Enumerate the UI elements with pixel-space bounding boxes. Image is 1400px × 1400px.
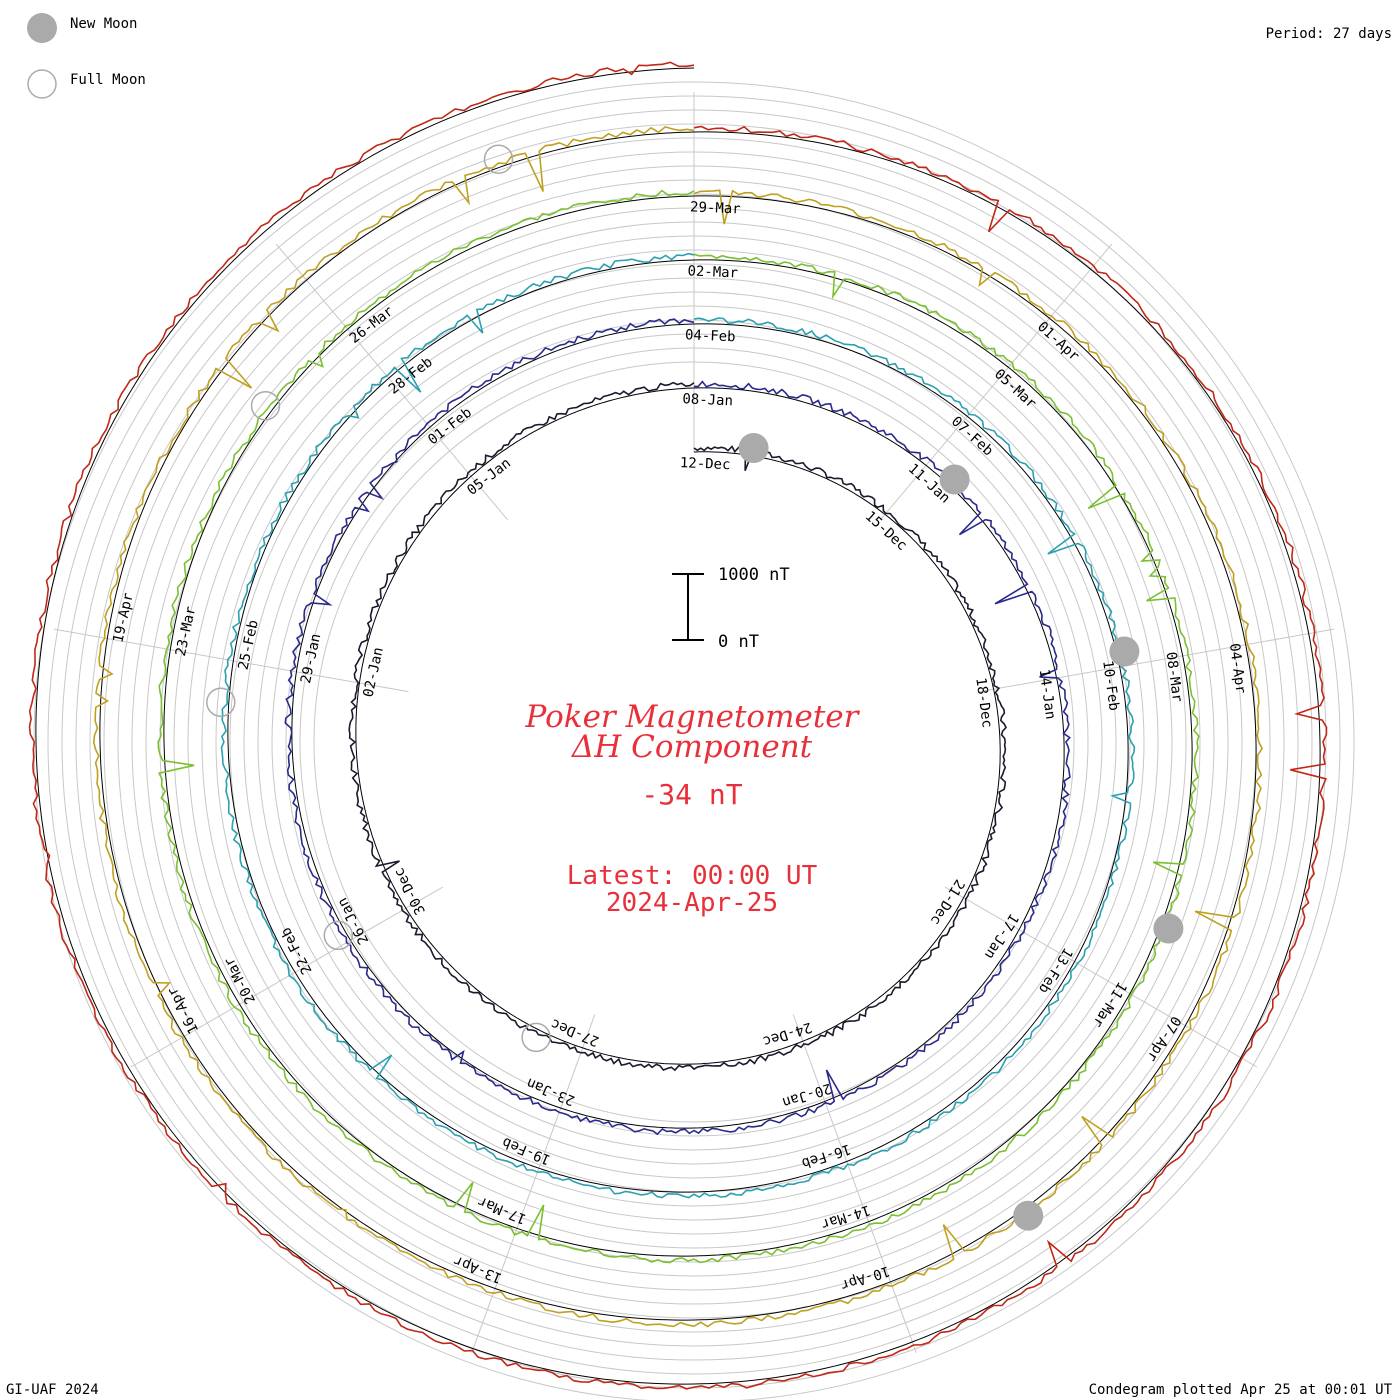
period-label: Period: 27 days xyxy=(1266,26,1392,42)
date-tick-label: 14-Jan xyxy=(1036,668,1059,720)
date-tick-label: 19-Feb xyxy=(500,1134,553,1168)
new-moon-marker xyxy=(939,464,970,495)
scale-bar: 1000 nT 0 nT xyxy=(672,565,790,652)
grid-spoke xyxy=(792,1014,917,1353)
date-tick-label: 13-Apr xyxy=(452,1252,505,1286)
date-tick-label: 29-Jan xyxy=(298,632,324,685)
full-moon-marker xyxy=(250,390,281,421)
series-line-rotation-5 xyxy=(92,126,1264,1328)
full-moon-legend-label: Full Moon xyxy=(70,72,146,88)
credit-label: GI-UAF 2024 xyxy=(6,1382,99,1398)
full-moon-legend-icon xyxy=(27,69,57,99)
new-moon-legend-label: New Moon xyxy=(70,16,137,32)
grid-spoke xyxy=(979,628,1335,693)
new-moon-marker xyxy=(1109,636,1140,667)
plotted-label: Condegram plotted Apr 25 at 00:01 UT xyxy=(1089,1382,1393,1398)
new-moon-marker xyxy=(738,433,769,463)
new-moon-marker xyxy=(1013,1200,1044,1231)
date-tick-label: 10-Feb xyxy=(1099,660,1122,712)
new-moon-marker xyxy=(1153,913,1184,944)
series-layer xyxy=(28,61,1328,1390)
series-line-rotation-2 xyxy=(284,318,1071,1136)
grid-spoke xyxy=(53,628,409,693)
date-tick-label: 29-Mar xyxy=(690,199,741,217)
date-tick-label: 14-Mar xyxy=(819,1202,872,1233)
baseline-spiral xyxy=(291,323,1065,1129)
grid-layer xyxy=(33,67,1355,1400)
date-tick-label: 04-Apr xyxy=(1226,642,1249,694)
grid-spoke xyxy=(275,243,508,521)
date-tick-label: 16-Apr xyxy=(165,984,203,1036)
date-tick-label: 20-Mar xyxy=(221,954,259,1006)
baseline-spiral xyxy=(99,131,1257,1321)
current-value: -34 nT xyxy=(641,778,742,811)
new-moon-legend-icon xyxy=(27,13,57,43)
full-moon-marker xyxy=(206,687,236,718)
date-tick-label: 23-Mar xyxy=(173,605,199,658)
chart-subtitle: ΔH Component xyxy=(571,729,813,765)
legend: New Moon Full Moon xyxy=(27,13,146,99)
date-tick-label: 22-Feb xyxy=(278,925,316,977)
full-moon-marker xyxy=(483,144,514,174)
moon-layer xyxy=(206,144,1184,1231)
baseline-spiral xyxy=(355,387,1001,1065)
series-line-rotation-4 xyxy=(157,189,1200,1264)
date-tick-label: 04-Feb xyxy=(685,327,736,345)
date-tick-label: 02-Mar xyxy=(687,263,738,281)
grid-spoke xyxy=(944,886,1258,1068)
scale-bar-top-label: 1000 nT xyxy=(718,565,790,585)
date-tick-label: 20-Jan xyxy=(780,1080,833,1111)
date-tick-label: 02-Jan xyxy=(360,646,386,699)
chart-title: Poker Magnetometer xyxy=(525,699,861,735)
date-tick-label: 12-Dec xyxy=(680,455,731,473)
grid-spoke xyxy=(880,243,1113,521)
grid-spoke xyxy=(471,1014,596,1353)
baseline-spiral xyxy=(35,67,1321,1385)
latest-date: 2024-Apr-25 xyxy=(606,888,778,918)
date-tick-label: 08-Mar xyxy=(1163,651,1186,703)
latest-time: Latest: 00:00 UT xyxy=(567,861,818,891)
date-tick-label: 30-Dec xyxy=(391,865,429,917)
date-tick-label: 10-Apr xyxy=(839,1263,892,1294)
date-tick-label: 08-Jan xyxy=(682,391,733,409)
date-tick-label: 18-Dec xyxy=(972,677,995,729)
series-line-rotation-1 xyxy=(348,381,1007,1072)
baseline-spiral xyxy=(227,259,1129,1193)
series-line-rotation-6 xyxy=(28,61,1328,1390)
full-moon-marker xyxy=(521,1022,551,1053)
full-moon-marker xyxy=(323,920,354,951)
date-tick-label: 27-Dec xyxy=(549,1015,602,1049)
grid-spoke xyxy=(130,886,444,1068)
series-line-rotation-3 xyxy=(220,252,1136,1199)
scale-bar-bottom-label: 0 nT xyxy=(718,632,759,652)
date-tick-label: 17-Mar xyxy=(476,1193,529,1227)
